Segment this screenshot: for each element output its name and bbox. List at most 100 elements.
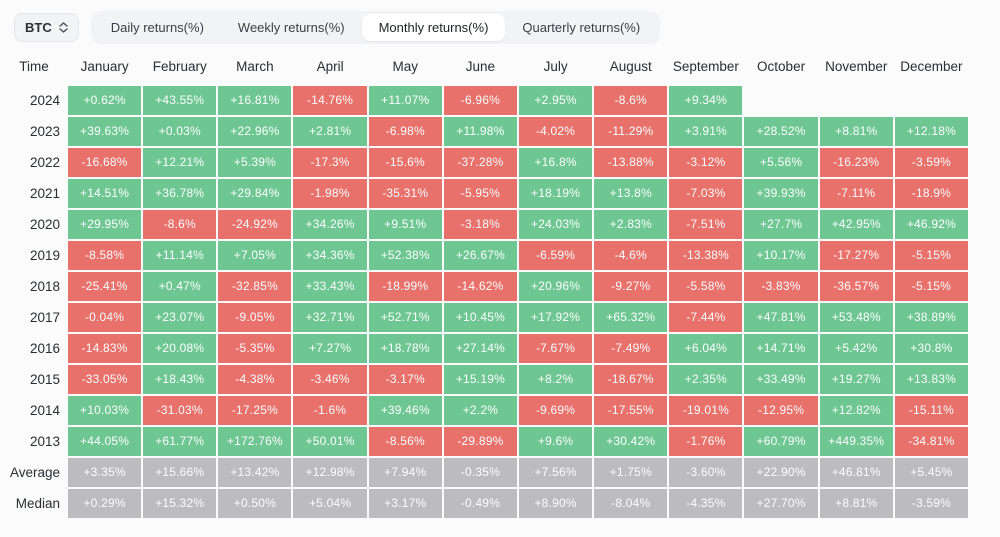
return-cell: -7.49%	[594, 334, 668, 363]
return-cell: -15.11%	[894, 396, 968, 425]
return-cell: +0.03%	[143, 117, 217, 146]
return-cell: -18.9%	[894, 179, 968, 208]
return-cell: +33.43%	[293, 272, 367, 301]
return-cell: -8.58%	[68, 241, 142, 270]
return-cell: +46.92%	[894, 210, 968, 239]
return-cell: +8.81%	[819, 117, 893, 146]
row-label: 2022	[29, 155, 60, 170]
return-cell	[895, 86, 968, 115]
return-cell: -35.31%	[368, 179, 442, 208]
return-cell: +8.81%	[819, 489, 893, 518]
return-cell: +28.52%	[744, 117, 818, 146]
return-cell: +29.95%	[68, 210, 142, 239]
return-cell: -37.28%	[443, 148, 517, 177]
return-cell: -24.92%	[218, 210, 292, 239]
tab-weekly-returns[interactable]: Weekly returns(%)	[237, 20, 345, 35]
return-cell: +7.56%	[518, 458, 593, 487]
table-row: 2020 +29.95% -8.6% -24.92% +34.26% +9.51% -3.1…	[2, 210, 968, 239]
return-cell: +5.39%	[218, 148, 292, 177]
column-header-month: March	[236, 59, 274, 74]
row-label: 2020	[29, 217, 60, 232]
return-cell: -5.58%	[669, 272, 743, 301]
return-cell: +12.18%	[894, 117, 968, 146]
returns-heatmap-table: Time January February March April May June July…	[2, 53, 968, 518]
return-cell: -9.69%	[518, 396, 593, 425]
tab-monthly-returns[interactable]: Monthly returns(%)	[361, 14, 506, 41]
return-cell: -11.29%	[594, 117, 668, 146]
return-cell: +39.93%	[744, 179, 818, 208]
return-cell: +2.95%	[518, 86, 593, 115]
return-cell: +0.29%	[68, 489, 142, 518]
column-header-time: Time	[19, 59, 49, 74]
return-cell: +10.17%	[744, 241, 818, 270]
return-cell: -3.17%	[368, 365, 442, 394]
column-header-month: August	[609, 59, 652, 74]
return-cell: +43.55%	[143, 86, 217, 115]
return-cell: +1.75%	[594, 458, 668, 487]
row-label: Median	[15, 496, 60, 511]
return-cell: +52.38%	[368, 241, 442, 270]
row-label: 2015	[29, 372, 60, 387]
return-cell: -3.60%	[669, 458, 743, 487]
return-cell: -1.76%	[669, 427, 743, 456]
return-cell: +3.91%	[669, 117, 743, 146]
return-cell: +60.79%	[744, 427, 818, 456]
tab-quarterly-returns[interactable]: Quarterly returns(%)	[522, 20, 641, 35]
tab-daily-returns[interactable]: Daily returns(%)	[110, 20, 204, 35]
return-cell: +5.56%	[744, 148, 818, 177]
return-cell: +2.83%	[594, 210, 668, 239]
return-cell: +18.19%	[518, 179, 593, 208]
return-cell: -17.27%	[819, 241, 893, 270]
return-cell: +6.04%	[669, 334, 743, 363]
table-row: 2018 -25.41% +0.47% -32.85% +33.43% -18.99% -1…	[2, 272, 968, 301]
return-cell: +17.92%	[518, 303, 593, 332]
return-cell: +3.35%	[68, 458, 142, 487]
return-cell: -8.6%	[143, 210, 217, 239]
return-cell: +9.6%	[518, 427, 593, 456]
return-cell: -4.35%	[669, 489, 743, 518]
return-cell: +42.95%	[819, 210, 893, 239]
return-cell: -18.67%	[594, 365, 668, 394]
column-header-month: May	[392, 59, 418, 74]
row-label: 2016	[29, 341, 60, 356]
return-cell: +15.19%	[443, 365, 517, 394]
return-cell: +14.51%	[68, 179, 142, 208]
table-row: 2022 -16.68% +12.21% +5.39% -17.3% -15.6% -37.…	[2, 148, 968, 177]
return-cell: +30.8%	[894, 334, 968, 363]
return-cell: -9.27%	[594, 272, 668, 301]
return-cell: -7.11%	[819, 179, 893, 208]
return-cell: +44.05%	[68, 427, 142, 456]
return-cell: -34.81%	[894, 427, 968, 456]
asset-selector[interactable]: BTC	[14, 13, 79, 42]
return-cell: -8.04%	[594, 489, 668, 518]
return-cell: -31.03%	[143, 396, 217, 425]
return-cell: +65.32%	[594, 303, 668, 332]
return-cell: +22.90%	[744, 458, 818, 487]
return-cell: -13.38%	[669, 241, 743, 270]
return-cell: +2.35%	[669, 365, 743, 394]
return-cell: +172.76%	[218, 427, 292, 456]
return-cell: -5.15%	[894, 272, 968, 301]
return-cell: +39.46%	[368, 396, 442, 425]
return-cell: +13.83%	[894, 365, 968, 394]
return-cell: -33.05%	[68, 365, 142, 394]
return-cell: +53.48%	[819, 303, 893, 332]
return-cell: -19.01%	[669, 396, 743, 425]
column-header-month: November	[825, 59, 888, 74]
table-row: 2013 +44.05% +61.77% +172.76% +50.01% -8.56% -…	[2, 427, 968, 456]
sort-chevrons-icon	[59, 22, 68, 33]
table-row: 2024 +0.62% +43.55% +16.81% -14.76% +11.07% -6…	[2, 86, 968, 115]
table-row: 2019 -8.58% +11.14% +7.05% +34.36% +52.38% +26…	[2, 241, 968, 270]
row-label: 2021	[29, 186, 60, 201]
return-cell: +50.01%	[293, 427, 367, 456]
return-cell: +7.94%	[368, 458, 442, 487]
return-cell: +19.27%	[819, 365, 893, 394]
return-cell	[820, 86, 893, 115]
return-cell: -4.38%	[218, 365, 292, 394]
toolbar: BTC Daily returns(%) Weekly returns(%) Mon…	[0, 0, 1000, 49]
return-cell: +449.35%	[819, 427, 893, 456]
return-cell: -6.98%	[368, 117, 442, 146]
return-cell: +20.08%	[143, 334, 217, 363]
return-cell: +9.34%	[669, 86, 743, 115]
return-cell: +0.50%	[218, 489, 292, 518]
